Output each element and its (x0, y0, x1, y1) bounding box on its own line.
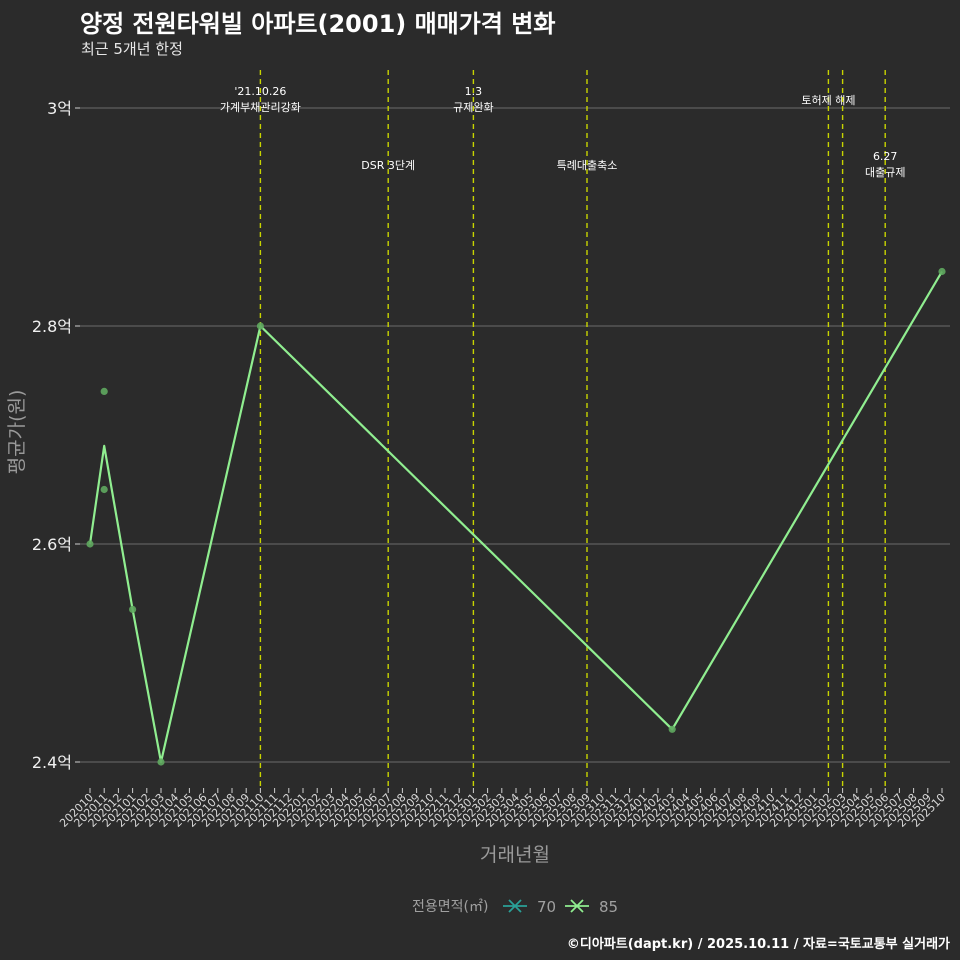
event-label: 1.3 (465, 85, 483, 98)
legend-key-cross (570, 899, 584, 913)
event-label: DSR 3단계 (361, 159, 415, 172)
x-axis-title: 거래년월 (480, 844, 550, 866)
data-point (100, 485, 108, 494)
event-label: 규제완화 (453, 101, 493, 114)
data-point (668, 725, 676, 733)
series-line-85 (88, 270, 943, 764)
event-label: 토허제 해제 (801, 93, 855, 107)
chart-title: 양정 전원타워빌 아파트(2001) 매매가격 변화 (80, 10, 556, 38)
data-point (938, 267, 946, 276)
chart-subtitle: 최근 5개년 한정 (81, 40, 183, 58)
event-label: 6.27 (873, 150, 898, 163)
event-label: '21.10.26 (234, 85, 286, 98)
legend-entry-label: 70 (537, 898, 556, 916)
data-point (157, 758, 165, 766)
y-tick-label: 2.8억 (32, 317, 72, 336)
y-axis-title: 평균가(원) (6, 390, 28, 475)
legend-entry-label: 85 (599, 898, 618, 916)
data-point (129, 605, 137, 614)
source-caption: ©디아파트(dapt.kr) / 2025.10.11 / 자료=국토교통부 실… (566, 937, 950, 952)
data-point (86, 540, 94, 548)
event-label: 대출규제 (865, 166, 905, 179)
event-label: 특례대출축소 (557, 159, 618, 172)
legend-title: 전용면적(㎡) (412, 899, 488, 915)
event-label: 가계부채관리강화 (220, 101, 301, 114)
data-point (100, 387, 108, 395)
y-tick-label: 2.6억 (32, 535, 72, 554)
legend-key-cross (508, 899, 522, 913)
y-tick-label: 3억 (47, 99, 72, 118)
data-point (256, 322, 264, 330)
y-tick-label: 2.4억 (32, 753, 72, 772)
